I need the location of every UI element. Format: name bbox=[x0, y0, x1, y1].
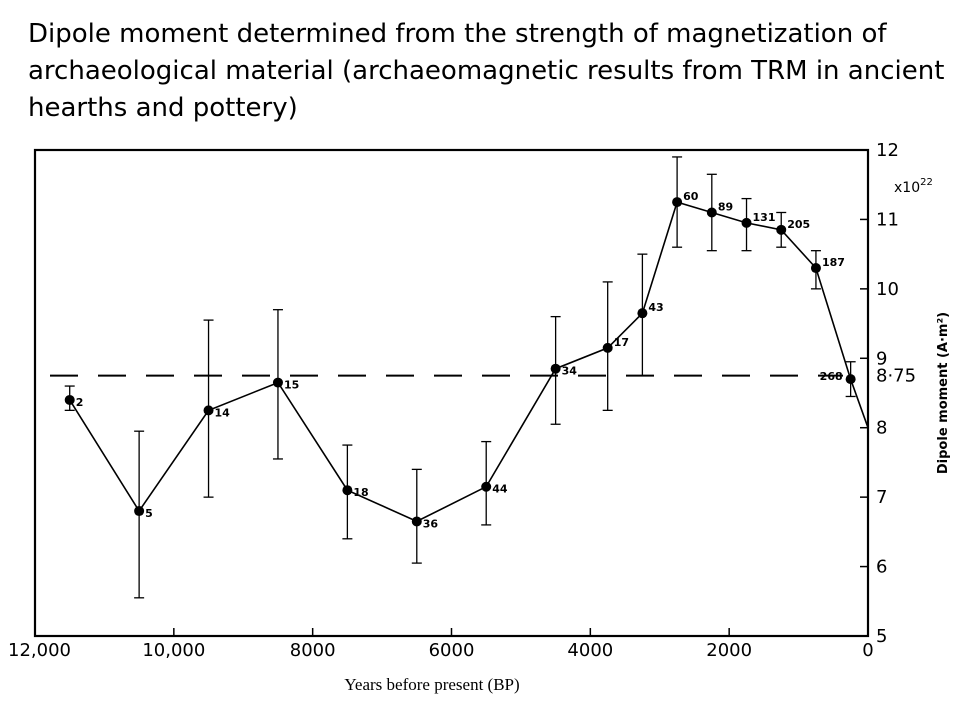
data-point bbox=[810, 263, 821, 274]
x-tick-label: 0 bbox=[862, 640, 873, 661]
data-point bbox=[134, 506, 145, 517]
data-point-label: 131 bbox=[753, 211, 776, 224]
series-line-layer bbox=[69, 201, 869, 523]
data-point bbox=[776, 224, 787, 235]
data-point-label: 44 bbox=[492, 483, 508, 496]
data-point-label: 15 bbox=[284, 379, 299, 392]
data-point-label: 60 bbox=[683, 190, 699, 203]
data-point bbox=[741, 217, 752, 228]
data-point bbox=[64, 394, 75, 405]
data-point bbox=[342, 485, 353, 496]
x-tick-label: 8000 bbox=[290, 640, 336, 661]
data-point-label: 43 bbox=[648, 301, 663, 314]
data-points-layer bbox=[64, 197, 856, 527]
axis-titles-layer: Dipole moment (A·m²) x1022 Years before … bbox=[344, 177, 951, 694]
data-point bbox=[481, 481, 492, 492]
data-point bbox=[550, 363, 561, 374]
y-tick-label: 8 bbox=[876, 418, 887, 439]
point-labels-layer: 2 5 14 15 18 36 44 34 17 43 60 89 131 205 187 268 bbox=[76, 190, 845, 530]
data-point bbox=[203, 405, 214, 416]
data-point-label: 18 bbox=[353, 486, 368, 499]
data-point-label: 34 bbox=[562, 365, 578, 378]
data-point-label: 14 bbox=[215, 406, 231, 419]
y-multiplier-label: x1022 bbox=[894, 177, 933, 196]
data-point-label: 205 bbox=[787, 218, 810, 231]
y-multiplier-base: x10 bbox=[894, 180, 920, 196]
y-tick-label: 11 bbox=[876, 209, 899, 230]
y-multiplier-exponent: 22 bbox=[920, 177, 933, 188]
y-tick-label: 12 bbox=[876, 140, 899, 161]
data-point bbox=[706, 207, 717, 218]
y-axis-title: Dipole moment (A·m²) bbox=[936, 312, 951, 474]
data-point bbox=[272, 377, 283, 388]
error-bars-layer bbox=[64, 156, 856, 599]
data-point bbox=[411, 516, 422, 527]
page-title: Dipole moment determined from the streng… bbox=[28, 19, 945, 123]
data-point-label: 89 bbox=[718, 200, 733, 213]
data-point-label: 5 bbox=[145, 507, 153, 520]
data-point bbox=[845, 374, 856, 385]
y-tick-label: 6 bbox=[876, 557, 887, 578]
data-point-label: 268 bbox=[820, 370, 843, 383]
data-point bbox=[637, 308, 648, 319]
data-point-label: 36 bbox=[423, 517, 439, 530]
x-tick-label: 10,000 bbox=[142, 640, 205, 661]
ticks-layer: 12,000 10,000 8000 6000 4000 2000 0 12 11 10 98·75… bbox=[8, 140, 916, 661]
data-point bbox=[672, 197, 683, 208]
x-axis-title: Years before present (BP) bbox=[344, 675, 519, 694]
data-point-label: 187 bbox=[822, 256, 845, 269]
y-tick-label: 10 bbox=[876, 279, 899, 300]
data-point-label: 17 bbox=[614, 336, 629, 349]
x-tick-label: 12,000 bbox=[8, 640, 71, 661]
data-point-label: 2 bbox=[76, 396, 84, 409]
x-tick-label: 2000 bbox=[706, 640, 752, 661]
y-tick-label: 7 bbox=[876, 487, 887, 508]
y-tick-label: 8·75 bbox=[876, 366, 916, 387]
data-point bbox=[602, 342, 613, 353]
series-line bbox=[69, 201, 869, 523]
x-tick-label: 4000 bbox=[567, 640, 613, 661]
y-tick-label: 5 bbox=[876, 626, 887, 647]
y-tick-label: 9 bbox=[876, 348, 887, 369]
x-tick-label: 6000 bbox=[429, 640, 475, 661]
